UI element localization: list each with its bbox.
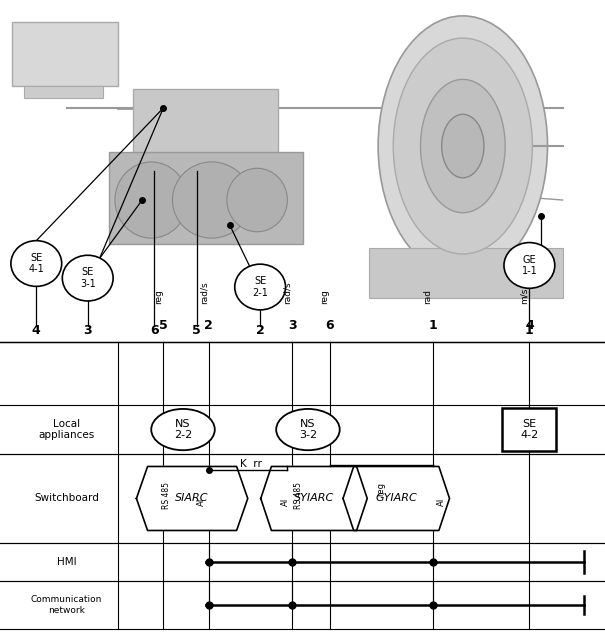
Ellipse shape (62, 255, 113, 301)
FancyBboxPatch shape (0, 0, 605, 342)
Ellipse shape (227, 168, 287, 232)
Ellipse shape (172, 162, 251, 238)
Ellipse shape (235, 264, 286, 310)
Text: reg: reg (321, 289, 329, 304)
Text: 1: 1 (525, 324, 534, 337)
Text: AI: AI (281, 498, 289, 505)
FancyBboxPatch shape (12, 22, 118, 86)
Text: SE
4-2: SE 4-2 (520, 418, 538, 441)
Ellipse shape (151, 409, 215, 450)
Polygon shape (343, 467, 450, 530)
Text: 5: 5 (159, 319, 168, 332)
Text: Communication
network: Communication network (31, 595, 102, 615)
Text: rad/s: rad/s (283, 281, 292, 304)
FancyBboxPatch shape (24, 86, 103, 98)
Ellipse shape (115, 162, 188, 238)
Text: m/s: m/s (520, 287, 529, 304)
Text: K  rr: K rr (240, 458, 262, 469)
Text: HMI: HMI (57, 557, 76, 567)
Polygon shape (137, 467, 247, 530)
Ellipse shape (393, 38, 532, 254)
Text: rad/s: rad/s (200, 281, 208, 304)
Ellipse shape (504, 243, 555, 288)
Ellipse shape (11, 241, 62, 286)
Text: NS
2-2: NS 2-2 (174, 418, 192, 441)
Text: 2: 2 (204, 319, 213, 332)
Text: SE
3-1: SE 3-1 (80, 267, 96, 289)
Text: reg: reg (377, 482, 385, 496)
FancyBboxPatch shape (133, 89, 278, 178)
Text: 3: 3 (83, 324, 92, 337)
Ellipse shape (442, 114, 484, 178)
Ellipse shape (276, 409, 340, 450)
Text: GYIARC: GYIARC (375, 493, 417, 504)
Text: AI: AI (197, 498, 206, 505)
Text: 1: 1 (428, 319, 437, 332)
Text: 2: 2 (256, 324, 264, 337)
FancyBboxPatch shape (109, 152, 302, 244)
Text: 5: 5 (192, 324, 201, 337)
Text: NS
3-2: NS 3-2 (299, 418, 317, 441)
Text: Local
appliances: Local appliances (39, 418, 94, 441)
Text: GE
1-1: GE 1-1 (522, 255, 537, 276)
FancyBboxPatch shape (502, 408, 557, 451)
Text: 6: 6 (150, 324, 159, 337)
Ellipse shape (378, 16, 548, 276)
Text: SE
4-1: SE 4-1 (28, 253, 44, 274)
Text: SIARC: SIARC (175, 493, 209, 504)
Text: Switchboard: Switchboard (34, 493, 99, 504)
Text: RS 485: RS 485 (294, 482, 302, 509)
Text: SE
2-1: SE 2-1 (252, 276, 268, 298)
Text: RS 485: RS 485 (162, 482, 171, 509)
Text: 4: 4 (32, 324, 41, 337)
Ellipse shape (420, 79, 505, 213)
Text: SYIARC: SYIARC (294, 493, 334, 504)
Text: AI: AI (437, 498, 446, 505)
FancyBboxPatch shape (369, 248, 563, 298)
Polygon shape (261, 467, 367, 530)
Text: 6: 6 (325, 319, 334, 332)
Text: 4: 4 (525, 319, 534, 332)
Text: reg: reg (154, 289, 163, 304)
Text: 3: 3 (288, 319, 296, 332)
Text: rad: rad (424, 288, 432, 304)
